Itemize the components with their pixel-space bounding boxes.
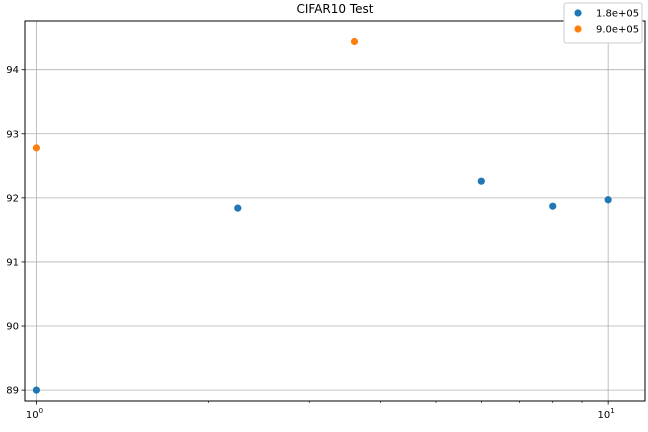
legend-marker: [574, 9, 582, 17]
y-tick-label: 92: [6, 193, 19, 204]
data-point-series-1: [477, 177, 485, 185]
data-point-series-2: [32, 144, 41, 152]
data-point-series-1: [549, 202, 557, 210]
x-tick-label: 101: [598, 407, 615, 421]
data-point-series-1: [604, 196, 612, 204]
y-tick-label: 93: [6, 129, 19, 140]
legend-label: 9.0e+05: [596, 25, 639, 36]
y-tick-label: 94: [6, 65, 19, 76]
y-tick-label: 89: [6, 386, 19, 397]
legend-marker: [574, 25, 582, 33]
axes: [24, 20, 646, 402]
data-points: [32, 37, 612, 394]
x-tick-label: 100: [26, 407, 43, 421]
legend-box: [563, 2, 643, 44]
plot-frame: [24, 20, 646, 402]
chart-title: CIFAR10 Test: [297, 2, 374, 16]
legend-label: 1.8e+05: [596, 9, 639, 20]
y-tick-label: 91: [6, 257, 19, 268]
grid: [25, 21, 645, 401]
y-tick-label: 90: [6, 322, 19, 333]
legend: 1.8e+05 9.0e+05: [563, 2, 643, 44]
data-point-series-1: [234, 204, 242, 212]
data-point-series-2: [350, 37, 359, 46]
data-point-series-1: [32, 386, 41, 394]
ticks: 89 90 91 92 93 94 100 101: [6, 65, 614, 421]
